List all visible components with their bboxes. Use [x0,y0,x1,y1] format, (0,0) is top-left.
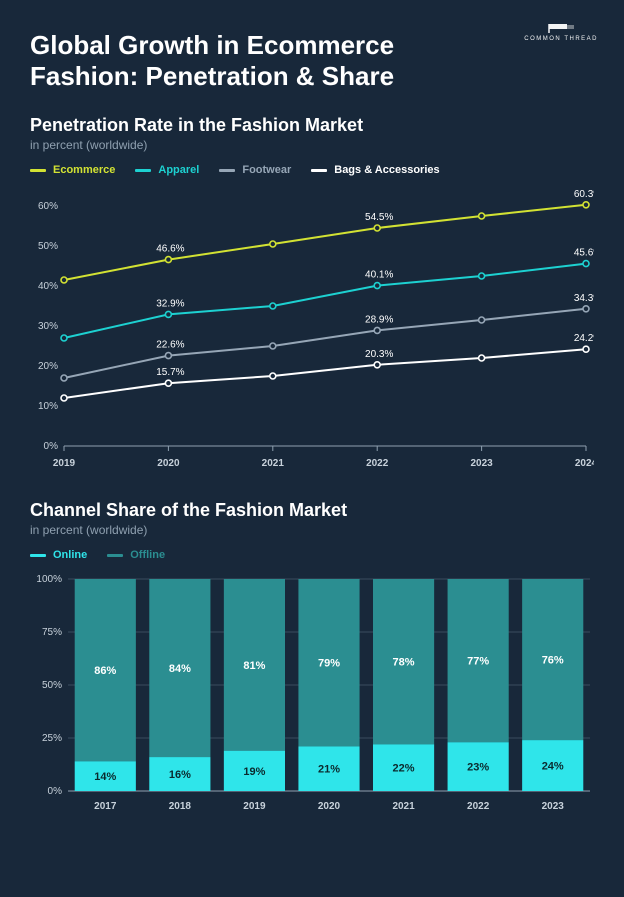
legend-label: Ecommerce [53,164,115,176]
svg-text:21%: 21% [318,764,340,776]
svg-text:40%: 40% [38,281,58,292]
legend-swatch [107,554,123,557]
legend-swatch [30,169,46,172]
legend-label: Footwear [242,164,291,176]
legend-item: Online [30,549,87,561]
svg-text:60%: 60% [38,201,58,212]
svg-text:40.1%: 40.1% [365,270,393,281]
penetration-title: Penetration Rate in the Fashion Market [30,115,594,136]
penetration-subtitle: in percent (worldwide) [30,138,594,152]
svg-text:25%: 25% [42,733,62,744]
svg-text:28.9%: 28.9% [365,315,393,326]
legend-swatch [30,554,46,557]
legend-item: Footwear [219,164,291,176]
svg-text:24.2%: 24.2% [574,334,594,345]
legend-label: Offline [130,549,165,561]
legend-item: Offline [107,549,165,561]
penetration-section: Penetration Rate in the Fashion Market i… [30,115,594,474]
svg-text:34.3%: 34.3% [574,293,594,304]
svg-text:30%: 30% [38,321,58,332]
brand-logo-text: COMMON THREAD [524,36,598,42]
svg-text:79%: 79% [318,658,340,670]
svg-text:10%: 10% [38,401,58,412]
legend-label: Apparel [158,164,199,176]
svg-text:2024: 2024 [575,458,594,469]
svg-text:81%: 81% [243,660,265,672]
svg-text:2020: 2020 [157,458,180,469]
svg-text:46.6%: 46.6% [156,244,184,255]
svg-text:2023: 2023 [470,458,493,469]
svg-text:2023: 2023 [542,801,565,812]
svg-text:2020: 2020 [318,801,341,812]
svg-text:2021: 2021 [392,801,415,812]
channel-chart: 0% 25% 50% 75% 100% 86% 14% 2017 84% 16% 2018 81% 19… [30,569,594,817]
svg-text:76%: 76% [542,655,564,667]
svg-text:0%: 0% [48,786,63,797]
svg-text:84%: 84% [169,663,191,675]
svg-text:77%: 77% [467,656,489,668]
svg-text:86%: 86% [94,666,116,678]
svg-text:22%: 22% [393,763,415,775]
legend-item: Ecommerce [30,164,115,176]
legend-swatch [219,169,235,172]
svg-text:2021: 2021 [262,458,285,469]
svg-text:14%: 14% [94,772,116,784]
svg-text:100%: 100% [36,574,62,585]
svg-text:20%: 20% [38,361,58,372]
svg-text:75%: 75% [42,627,62,638]
svg-text:45.6%: 45.6% [574,248,594,259]
svg-text:60.3%: 60.3% [574,189,594,200]
legend-swatch [311,169,327,172]
penetration-chart: 0% 10% 20% 30% 40% 50% 60% 2019 2020 2021 2022 2023… [30,184,594,474]
svg-text:2022: 2022 [467,801,490,812]
svg-text:2019: 2019 [243,801,266,812]
channel-title: Channel Share of the Fashion Market [30,500,594,521]
svg-text:15.7%: 15.7% [156,368,184,379]
svg-text:22.6%: 22.6% [156,340,184,351]
legend-label: Online [53,549,87,561]
svg-text:20.3%: 20.3% [365,349,393,360]
page-title: Global Growth in Ecommerce Fashion: Pene… [30,30,500,91]
svg-text:32.9%: 32.9% [156,299,184,310]
svg-text:50%: 50% [38,241,58,252]
legend-swatch [135,169,151,172]
penetration-legend: Ecommerce Apparel Footwear Bags & Accessori… [30,164,594,176]
svg-text:23%: 23% [467,762,489,774]
legend-item: Bags & Accessories [311,164,439,176]
svg-text:2017: 2017 [94,801,117,812]
svg-text:50%: 50% [42,680,62,691]
brand-logo: COMMON THREAD [524,22,598,42]
svg-text:16%: 16% [169,769,191,781]
legend-label: Bags & Accessories [334,164,439,176]
svg-text:24%: 24% [542,761,564,773]
legend-item: Apparel [135,164,199,176]
channel-section: Channel Share of the Fashion Market in p… [30,500,594,817]
svg-text:0%: 0% [44,441,59,452]
svg-text:2018: 2018 [169,801,192,812]
channel-legend: Online Offline [30,549,594,561]
svg-text:54.5%: 54.5% [365,212,393,223]
svg-text:2019: 2019 [53,458,76,469]
svg-text:78%: 78% [393,657,415,669]
channel-subtitle: in percent (worldwide) [30,523,594,537]
svg-text:2022: 2022 [366,458,389,469]
svg-text:19%: 19% [243,766,265,778]
